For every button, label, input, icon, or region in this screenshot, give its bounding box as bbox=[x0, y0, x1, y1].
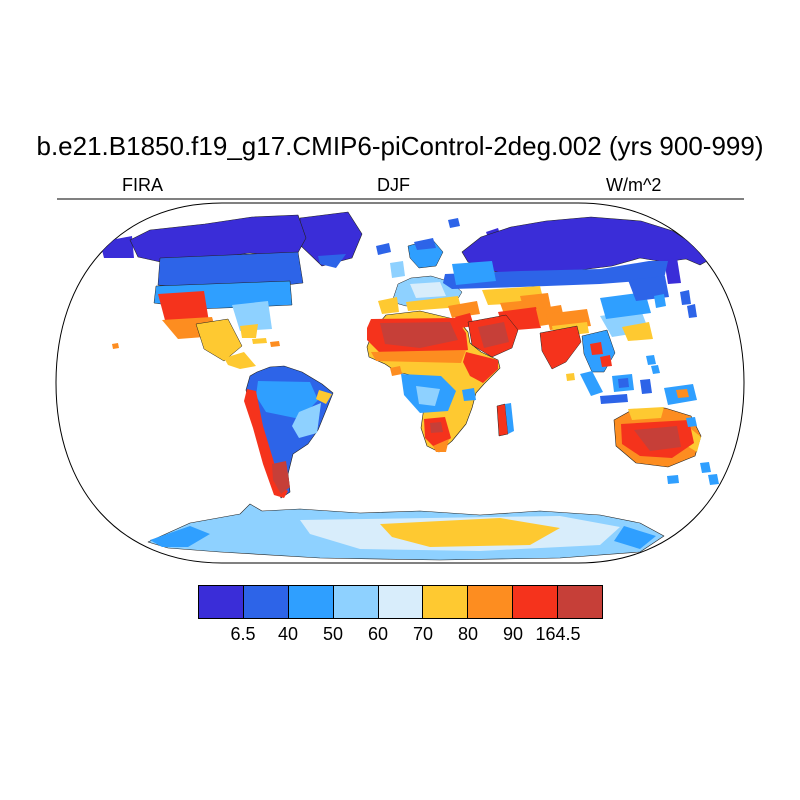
region-sumatra bbox=[580, 371, 603, 396]
region-southeast-us bbox=[232, 301, 272, 331]
colorbar-cell bbox=[333, 586, 379, 618]
region-svalbard bbox=[448, 218, 460, 228]
region-east-brazil bbox=[292, 403, 321, 438]
region-madagascar-east bbox=[505, 403, 514, 434]
region-se-china-coast bbox=[622, 322, 653, 341]
colorbar-tick-label: 50 bbox=[322, 624, 344, 644]
colorbar-tick-label: 164.5 bbox=[535, 624, 581, 644]
region-korea bbox=[654, 294, 666, 308]
region-south-africa-coast bbox=[433, 439, 449, 452]
region-philippines-south bbox=[651, 365, 660, 374]
colorbar-cell bbox=[199, 586, 244, 618]
colorbar-cell bbox=[288, 586, 334, 618]
region-antarctica-east bbox=[614, 526, 656, 549]
region-india bbox=[539, 325, 582, 370]
region-uk bbox=[390, 261, 405, 278]
region-outback-core bbox=[634, 426, 681, 451]
colorbar-cell bbox=[513, 586, 559, 618]
region-iberia bbox=[378, 297, 399, 314]
region-tasmania bbox=[667, 475, 679, 484]
region-patagonia bbox=[272, 461, 290, 494]
region-new-guinea-highlands bbox=[676, 389, 689, 398]
region-arabia-core bbox=[478, 322, 509, 348]
region-manchuria bbox=[628, 276, 669, 301]
region-philippines-north bbox=[646, 355, 656, 365]
region-japan-north bbox=[680, 290, 691, 305]
region-andes bbox=[244, 389, 288, 498]
region-chukotka-wrap bbox=[100, 236, 134, 258]
region-mediterranean bbox=[406, 296, 461, 311]
region-cuba bbox=[252, 338, 267, 344]
colorbar-tick-label: 60 bbox=[367, 624, 389, 644]
region-greenland-south bbox=[318, 254, 346, 268]
region-iceland bbox=[376, 243, 391, 255]
region-antarctica-warm bbox=[380, 518, 560, 547]
colorbar-cell bbox=[558, 586, 603, 618]
region-hispaniola bbox=[270, 341, 280, 347]
land-regions bbox=[100, 211, 719, 561]
region-scandinavia-north bbox=[414, 238, 436, 250]
colorbar-cell bbox=[468, 586, 514, 618]
colorbar-cell bbox=[243, 586, 289, 618]
region-southwest-us bbox=[158, 291, 209, 324]
region-sulawesi bbox=[640, 379, 652, 394]
region-japan-south bbox=[687, 304, 697, 318]
region-europe-pale bbox=[410, 282, 446, 298]
region-indochina-hot1 bbox=[590, 342, 603, 355]
colorbar-cell bbox=[378, 586, 424, 618]
region-borneo-core bbox=[618, 378, 629, 388]
colorbar bbox=[198, 585, 603, 619]
region-russia-band bbox=[443, 261, 668, 289]
region-antarctica-west bbox=[150, 526, 210, 547]
colorbar-cell bbox=[423, 586, 469, 618]
region-horn-of-africa bbox=[463, 352, 498, 383]
region-mexico bbox=[195, 318, 243, 362]
colorbar-tick-label: 40 bbox=[277, 624, 299, 644]
plot-title: b.e21.B1850.f19_g17.CMIP6-piControl-2deg… bbox=[36, 131, 764, 161]
region-congo-light bbox=[416, 386, 440, 406]
region-kamchatka bbox=[664, 258, 681, 284]
colorbar-tick-label: 70 bbox=[412, 624, 434, 644]
region-nz-north bbox=[700, 462, 711, 473]
region-central-america bbox=[224, 352, 256, 369]
region-queensland-coast bbox=[686, 417, 697, 427]
field-label: FIRA bbox=[122, 175, 164, 195]
region-amazon bbox=[256, 381, 318, 419]
region-west-russia bbox=[452, 261, 496, 285]
colorbar-tick-label: 6.5 bbox=[230, 624, 256, 644]
colorbar-tick-label: 80 bbox=[457, 624, 479, 644]
region-sahel bbox=[371, 350, 466, 363]
region-anatolia bbox=[448, 301, 480, 318]
region-nz-south bbox=[708, 474, 719, 485]
region-florida bbox=[240, 324, 258, 338]
region-kalahari-core bbox=[430, 422, 443, 433]
region-australia-north-fringe bbox=[628, 407, 664, 420]
region-hawaii bbox=[112, 343, 119, 349]
region-east-africa-lakes bbox=[462, 388, 476, 401]
units-label: W/m^2 bbox=[606, 175, 662, 195]
region-java bbox=[600, 394, 628, 404]
region-indochina-hot2 bbox=[600, 355, 612, 367]
region-sahara-core bbox=[380, 322, 458, 348]
season-label: DJF bbox=[377, 175, 410, 195]
region-sri-lanka bbox=[566, 373, 575, 381]
colorbar-tick-label: 90 bbox=[502, 624, 524, 644]
region-guinea-coast bbox=[390, 366, 402, 376]
region-ne-brazil bbox=[316, 390, 332, 404]
